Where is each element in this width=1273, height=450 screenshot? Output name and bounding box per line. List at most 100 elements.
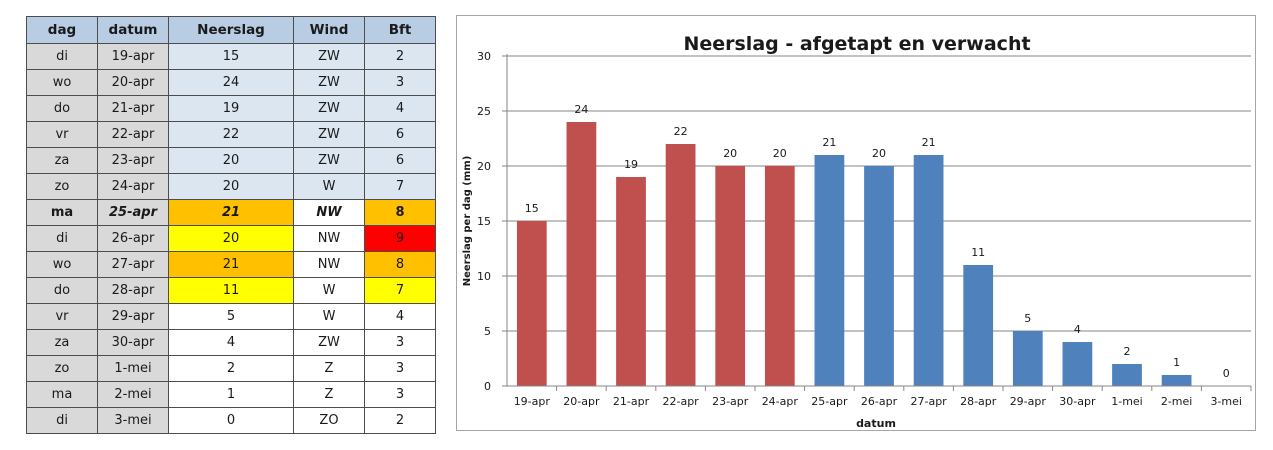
table-row: di 3-mei 0 ZO 2	[26, 407, 436, 434]
x-tick-label: 29-apr	[1010, 395, 1047, 408]
cell-neerslag: 4	[168, 329, 294, 356]
data-label: 20	[773, 147, 787, 160]
cell-wind: ZO	[293, 407, 365, 434]
data-label: 11	[971, 246, 985, 259]
cell-wind: ZW	[293, 121, 365, 148]
cell-datum: 30-apr	[97, 329, 169, 356]
bar	[764, 166, 795, 386]
y-tick-label: 10	[477, 270, 491, 283]
bar	[1062, 342, 1093, 386]
header-datum: datum	[97, 16, 169, 44]
cell-neerslag: 0	[168, 407, 294, 434]
header-neerslag: Neerslag	[168, 16, 294, 44]
weather-table: dag datum Neerslag Wind Bft di 19-apr 15 ZW…	[26, 16, 436, 434]
cell-bft: 3	[364, 69, 436, 96]
bar	[665, 144, 696, 386]
header-dag: dag	[26, 16, 98, 44]
table-row: ma 2-mei 1 Z 3	[26, 381, 436, 408]
cell-wind: Z	[293, 381, 365, 408]
chart-panel: 15 24 19 22 20 20 21 20 21 11 5 4 2 1 0 0 5 10 15 20 25 30 19…	[456, 15, 1256, 431]
table-body: di 19-apr 15 ZW 2 wo 20-apr 24 ZW 3 do 21-apr 19 ZW 4 v…	[26, 43, 436, 434]
cell-dag: zo	[26, 173, 98, 200]
cell-wind: W	[293, 303, 365, 330]
cell-wind: W	[293, 277, 365, 304]
cell-neerslag: 24	[168, 69, 294, 96]
cell-dag: za	[26, 147, 98, 174]
cell-datum: 25-apr	[97, 199, 169, 226]
data-label: 20	[723, 147, 737, 160]
data-label: 2	[1124, 345, 1131, 358]
bar	[566, 122, 597, 386]
x-tick-label: 20-apr	[563, 395, 600, 408]
x-tick-label: 1-mei	[1111, 395, 1143, 408]
y-axis-label: Neerslag per dag (mm)	[462, 156, 473, 287]
table-row: ma 25-apr 21 NW 8	[26, 199, 436, 226]
cell-datum: 19-apr	[97, 43, 169, 70]
x-tick-label: 25-apr	[811, 395, 848, 408]
header-wind: Wind	[293, 16, 365, 44]
y-tick-label: 5	[484, 325, 491, 338]
bar	[913, 155, 944, 386]
cell-wind: Z	[293, 355, 365, 382]
bar	[516, 221, 547, 386]
cell-wind: NW	[293, 251, 365, 278]
cell-dag: zo	[26, 355, 98, 382]
cell-neerslag: 22	[168, 121, 294, 148]
cell-datum: 2-mei	[97, 381, 169, 408]
cell-datum: 23-apr	[97, 147, 169, 174]
cell-neerslag: 11	[168, 277, 294, 304]
table-row: vr 29-apr 5 W 4	[26, 303, 436, 330]
cell-dag: vr	[26, 121, 98, 148]
table-row: wo 20-apr 24 ZW 3	[26, 69, 436, 96]
cell-datum: 3-mei	[97, 407, 169, 434]
data-label: 19	[624, 158, 638, 171]
y-tick-label: 15	[477, 215, 491, 228]
cell-bft: 4	[364, 95, 436, 122]
table-row: zo 1-mei 2 Z 3	[26, 355, 436, 382]
bar	[864, 166, 894, 386]
cell-neerslag: 15	[168, 43, 294, 70]
cell-datum: 20-apr	[97, 69, 169, 96]
y-tick-label: 20	[477, 160, 491, 173]
bar	[1012, 331, 1043, 386]
cell-bft: 8	[364, 251, 436, 278]
bar	[963, 265, 994, 386]
data-label: 0	[1223, 367, 1230, 380]
bar	[1161, 375, 1192, 386]
cell-bft: 7	[364, 173, 436, 200]
cell-bft: 3	[364, 329, 436, 356]
x-tick-label: 30-apr	[1059, 395, 1096, 408]
bar	[616, 177, 646, 386]
x-tick-label: 27-apr	[910, 395, 947, 408]
cell-wind: ZW	[293, 43, 365, 70]
bar	[814, 155, 845, 386]
data-label: 21	[922, 136, 936, 149]
header-bft: Bft	[364, 16, 436, 44]
cell-dag: di	[26, 407, 98, 434]
cell-neerslag: 21	[168, 199, 294, 226]
cell-neerslag: 2	[168, 355, 294, 382]
cell-dag: ma	[26, 381, 98, 408]
cell-wind: NW	[293, 199, 365, 226]
data-label: 15	[525, 202, 539, 215]
cell-neerslag: 19	[168, 95, 294, 122]
cell-wind: ZW	[293, 69, 365, 96]
data-label: 22	[674, 125, 688, 138]
bar	[715, 166, 746, 386]
x-tick-label: 21-apr	[613, 395, 650, 408]
data-label: 5	[1024, 312, 1031, 325]
cell-dag: do	[26, 277, 98, 304]
cell-wind: NW	[293, 225, 365, 252]
x-tick-label: 28-apr	[960, 395, 997, 408]
cell-wind: W	[293, 173, 365, 200]
cell-dag: wo	[26, 251, 98, 278]
y-tick-label: 0	[484, 380, 491, 393]
table-row: zo 24-apr 20 W 7	[26, 173, 436, 200]
data-label: 1	[1173, 356, 1180, 369]
cell-dag: do	[26, 95, 98, 122]
cell-datum: 21-apr	[97, 95, 169, 122]
cell-bft: 7	[364, 277, 436, 304]
